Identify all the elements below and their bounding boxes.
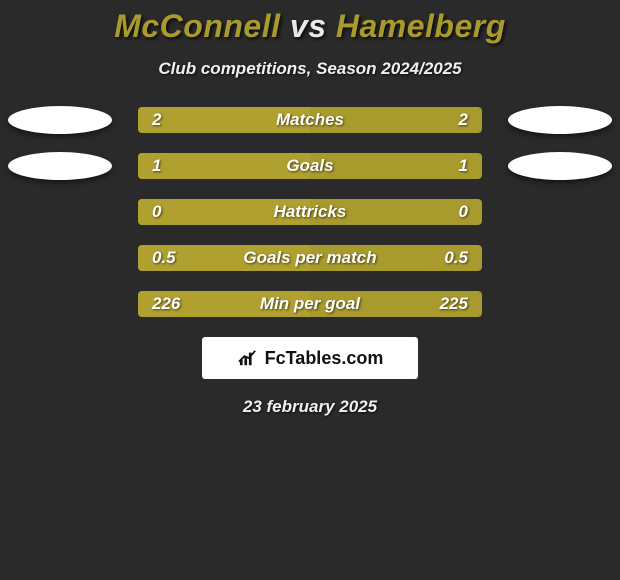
stat-value-right: 0.5 (379, 248, 482, 268)
stat-label: Goals per match (241, 248, 379, 268)
chart-icon (237, 349, 259, 367)
stat-rows: 2Matches2 1Goals1 0Hattricks0 0.5Goals per … (0, 107, 620, 317)
player2-name: Hamelberg (336, 8, 506, 44)
stat-value-left: 1 (138, 156, 241, 176)
stat-bar: 2Matches2 (138, 107, 482, 133)
stat-bar: 1Goals1 (138, 153, 482, 179)
brand-box[interactable]: FcTables.com (202, 337, 418, 379)
stat-value-right: 2 (379, 110, 482, 130)
stat-value-right: 225 (379, 294, 482, 314)
subtitle: Club competitions, Season 2024/2025 (0, 59, 620, 79)
stat-bar: 0.5Goals per match0.5 (138, 245, 482, 271)
stat-label: Hattricks (241, 202, 379, 222)
stat-bar: 226Min per goal225 (138, 291, 482, 317)
stat-label: Matches (241, 110, 379, 130)
stat-value-left: 0 (138, 202, 241, 222)
stat-value-right: 1 (379, 156, 482, 176)
stat-bar: 0Hattricks0 (138, 199, 482, 225)
stat-value-right: 0 (379, 202, 482, 222)
comparison-card: McConnell vs Hamelberg Club competitions… (0, 0, 620, 417)
date: 23 february 2025 (0, 397, 620, 417)
stat-value-left: 0.5 (138, 248, 241, 268)
player1-badge (8, 106, 112, 134)
title: McConnell vs Hamelberg (0, 8, 620, 45)
stat-row: 0.5Goals per match0.5 (0, 245, 620, 271)
player1-name: McConnell (114, 8, 280, 44)
player2-badge (508, 106, 612, 134)
stat-row: 0Hattricks0 (0, 199, 620, 225)
stat-value-left: 2 (138, 110, 241, 130)
vs-text: vs (290, 8, 327, 44)
stat-row: 1Goals1 (0, 153, 620, 179)
stat-row: 226Min per goal225 (0, 291, 620, 317)
player1-badge (8, 152, 112, 180)
player2-badge (508, 152, 612, 180)
stat-row: 2Matches2 (0, 107, 620, 133)
stat-value-left: 226 (138, 294, 241, 314)
stat-label: Goals (241, 156, 379, 176)
brand-text: FcTables.com (265, 348, 384, 369)
stat-label: Min per goal (241, 294, 379, 314)
